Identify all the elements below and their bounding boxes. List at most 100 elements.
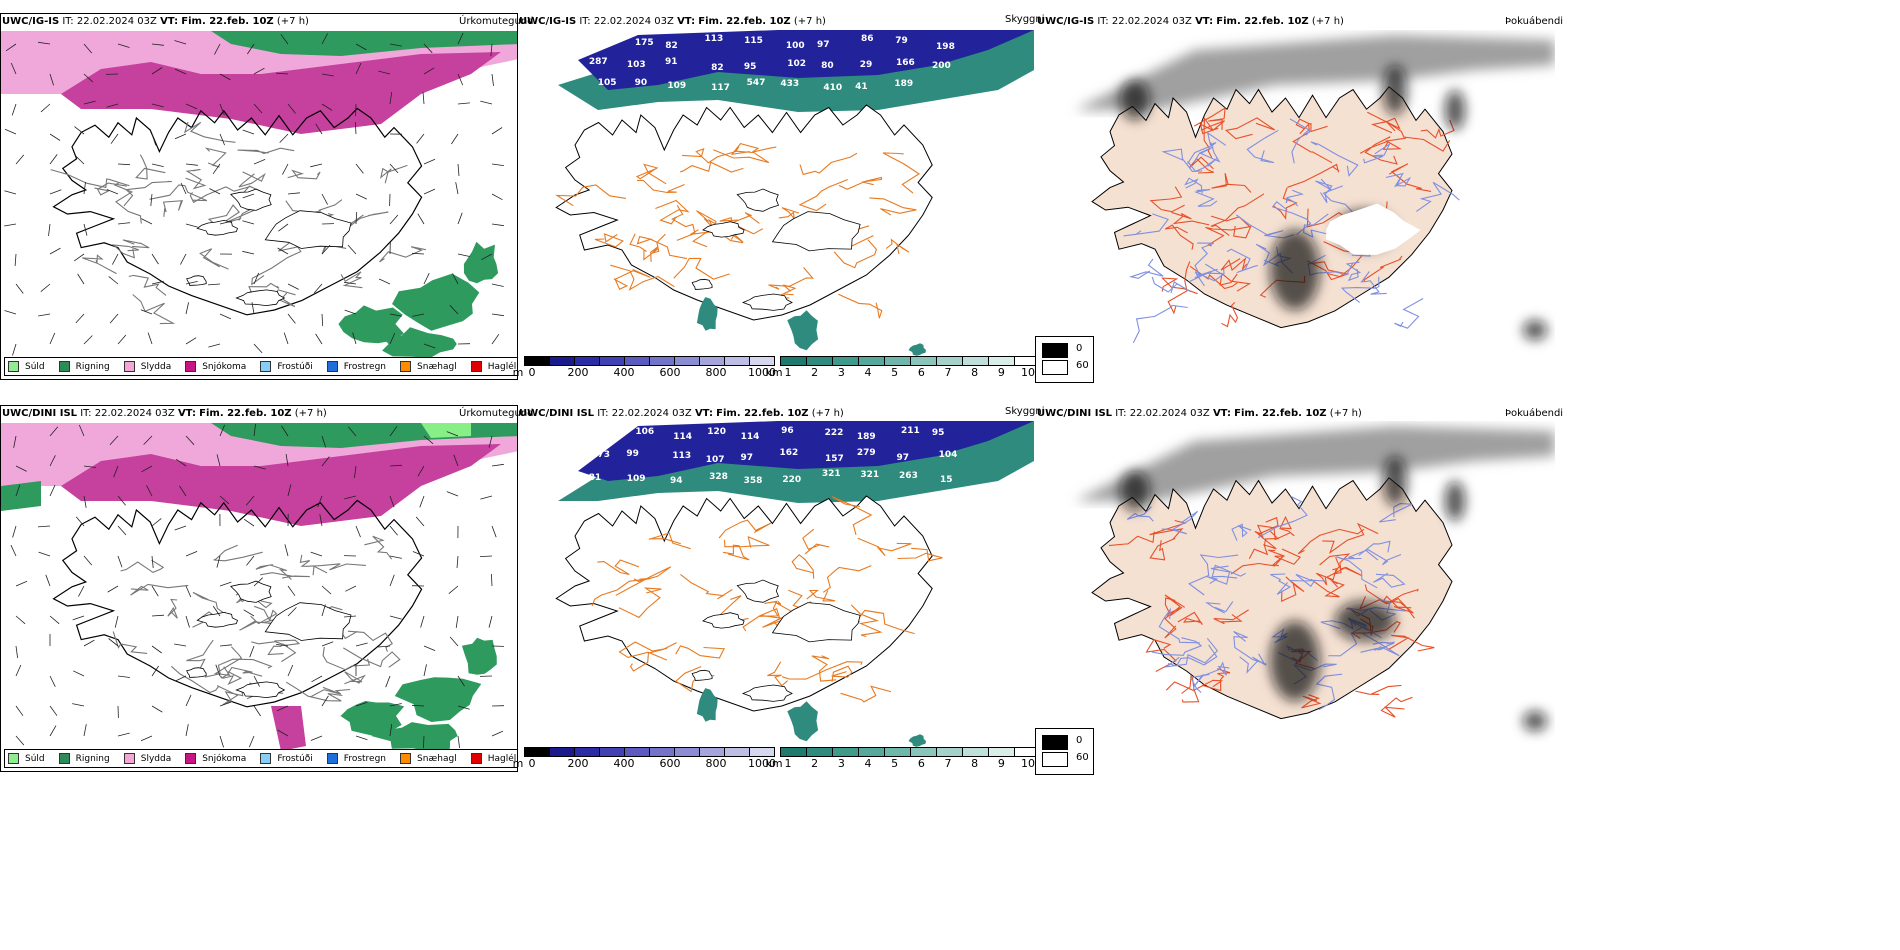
colorbar-tick: 2: [811, 366, 819, 379]
colorbar-cell: [600, 356, 625, 366]
glacier-outlines: [186, 188, 352, 307]
ceiling-label: 41: [855, 82, 868, 93]
header-model: UWC/IG-IS: [1037, 16, 1095, 27]
colorbar-tick: 9: [997, 757, 1005, 770]
legend-swatch: [8, 361, 19, 372]
header-it-label: IT:: [597, 408, 609, 419]
precip-legend-row2: Súld Rigning Slydda Snjókoma Frostúði Frostre…: [4, 749, 517, 768]
fog-legend-swatch: [1042, 360, 1068, 375]
colorbar-tick: 7: [944, 366, 952, 379]
colorbar-tick: 400: [613, 757, 635, 770]
ceiling-label: 73: [597, 450, 610, 461]
legend-item-frostúði: Frostúði: [260, 361, 313, 372]
low-ceiling-area: [578, 421, 1034, 481]
ceiling-label: 189: [856, 431, 876, 442]
iceland-coastline: [555, 495, 933, 712]
iceland-coastline: [52, 107, 423, 316]
low-visibility-patch: [908, 734, 926, 747]
legend-swatch: [470, 361, 482, 372]
ceiling-label: 113: [704, 34, 724, 45]
ceiling-colorbar: [524, 356, 775, 366]
colorbar-unit: km: [765, 757, 783, 770]
glacier-outlines: [691, 579, 861, 702]
product-label-r2p3: Þokuábendi: [1505, 408, 1564, 419]
legend-swatch: [8, 753, 19, 764]
iceland-coastline: [52, 499, 423, 708]
colorbar-tick: 5: [891, 757, 899, 770]
header-vt-label: VT:: [177, 408, 196, 419]
product-label-r2p2: Skyggni: [1005, 406, 1045, 417]
ceiling-label: 97: [896, 453, 910, 464]
ceiling-label: 94: [670, 476, 683, 487]
colorbar-cell: [750, 356, 775, 366]
legend-label: Rigning: [75, 361, 110, 372]
ceiling-label: 29: [859, 60, 873, 71]
snow-area: [61, 444, 501, 526]
rain-patch: [371, 722, 458, 752]
colorbar-unit: m: [512, 366, 524, 379]
legend-label: Snæhagl: [417, 361, 457, 372]
low-visibility-patch: [787, 310, 819, 351]
colorbar-tick: 600: [659, 757, 681, 770]
legend-label: Frostúði: [277, 361, 313, 372]
colorbar-cell: [750, 747, 775, 757]
ceiling-label: 220: [782, 475, 802, 486]
legend-item-rigning: Rigning: [58, 753, 110, 764]
legend-label: Rigning: [75, 753, 110, 764]
ceiling-label: 99: [626, 448, 639, 459]
colorbar-cell: [989, 747, 1015, 757]
ceiling-label: 117: [711, 82, 730, 93]
ceiling-label: 162: [779, 448, 799, 459]
ceiling-label: 200: [932, 61, 951, 72]
colorbar-tick: 4: [864, 366, 872, 379]
clear-area: [1325, 203, 1421, 255]
fog-legend-row1: 0 60: [1035, 336, 1094, 383]
road-network: [1108, 515, 1435, 718]
colorbar-cell: [859, 747, 885, 757]
colorbar-tick: 6: [917, 757, 925, 770]
colorbar-tick: 2: [811, 757, 819, 770]
legend-item-snjókoma: Snjókoma: [185, 753, 246, 764]
colorbar-unit: km: [765, 366, 783, 379]
colorbar-cell: [937, 356, 963, 366]
ceiling-label: 82: [711, 63, 724, 74]
header-it-label: IT:: [1115, 408, 1127, 419]
fog-legend-label: 60: [1076, 360, 1089, 371]
header-vt-value: Fim. 22.feb. 10Z: [716, 408, 809, 419]
ceiling-label: 107: [705, 454, 725, 465]
legend-label: Snjókoma: [202, 753, 247, 764]
header-model: UWC/DINI ISL: [2, 408, 78, 419]
fog-legend-label: 60: [1076, 752, 1089, 763]
low-ceiling-area: [578, 30, 1034, 90]
colorbar-tick: 600: [659, 366, 681, 379]
legend-item-haglél: Haglél: [470, 361, 516, 372]
fog-legend-label: 0: [1076, 343, 1083, 354]
ceiling-label: 95: [743, 62, 757, 73]
low-visibility-patch: [696, 297, 718, 331]
colorbar-cell: [885, 356, 911, 366]
legend-label: Frostregn: [343, 753, 387, 764]
panel-header-r1p2: UWC/IG-IS IT: 22.02.2024 03Z VT: Fim. 22…: [519, 16, 826, 27]
ceiling-label: 86: [860, 34, 874, 45]
visibility-map-row1: [554, 30, 1034, 356]
ceiling-label: 81: [588, 473, 602, 484]
ceiling-label: 82: [665, 41, 678, 52]
legend-swatch: [470, 753, 482, 764]
ceiling-label: 106: [635, 427, 655, 438]
colorbar-tick: 0: [528, 757, 536, 770]
ceiling-label: 287: [588, 57, 608, 68]
header-model: UWC/DINI ISL: [519, 408, 595, 419]
header-it-label: IT:: [62, 16, 74, 27]
legend-swatch: [400, 361, 412, 372]
colorbar-cell: [550, 747, 575, 757]
legend-label: Haglél: [487, 753, 517, 764]
ceiling-colorbar: [524, 747, 775, 757]
product-label-r1p3: Þokuábendi: [1505, 16, 1564, 27]
colorbar-tick: 4: [864, 757, 872, 770]
wind-barbs: [10, 424, 505, 749]
road-network: [554, 142, 921, 319]
rain-patch: [382, 327, 457, 358]
colorbar-tick: 1000: [748, 366, 776, 379]
header-vt-label: VT:: [160, 16, 179, 27]
panel-header-r1p3: UWC/IG-IS IT: 22.02.2024 03Z VT: Fim. 22…: [1037, 16, 1344, 27]
